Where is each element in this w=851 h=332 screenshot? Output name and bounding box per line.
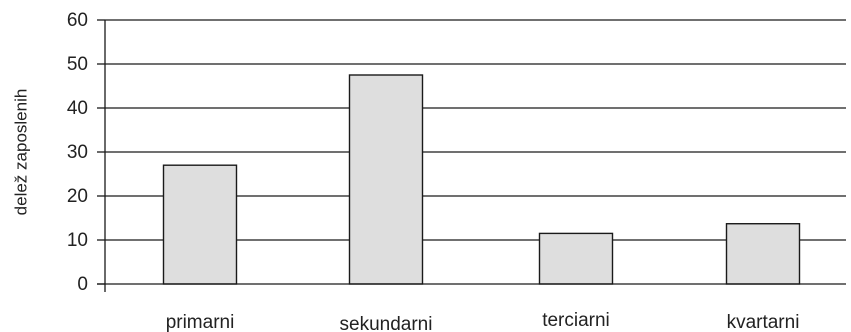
y-tick-label-40: 40 — [67, 98, 88, 119]
bar-sekundarni — [348, 74, 424, 285]
y-tick-label-60: 60 — [67, 10, 88, 31]
y-tick-label-0: 0 — [77, 274, 88, 295]
x-tick-label-primarni: primarni — [166, 312, 235, 332]
bar-kvartarni — [725, 223, 801, 285]
axes — [97, 19, 846, 292]
y-tick-label-20: 20 — [67, 186, 88, 207]
x-tick-label-kvartarni: kvartarni — [727, 312, 800, 332]
x-tick-label-sekundarni: sekundarni — [340, 314, 433, 332]
x-tick-label-terciarni: terciarni — [542, 310, 610, 331]
y-tick-label-10: 10 — [67, 230, 88, 251]
y-axis-label: delež zaposlenih — [11, 89, 30, 216]
bar-primarni — [162, 164, 238, 285]
y-tick-label-50: 50 — [67, 54, 88, 75]
labels: 0 10 20 30 40 50 60 primarni sekundarni terciarni… — [67, 10, 800, 332]
bars — [162, 74, 801, 285]
bar-terciarni — [538, 232, 614, 285]
y-tick-label-30: 30 — [67, 142, 88, 163]
